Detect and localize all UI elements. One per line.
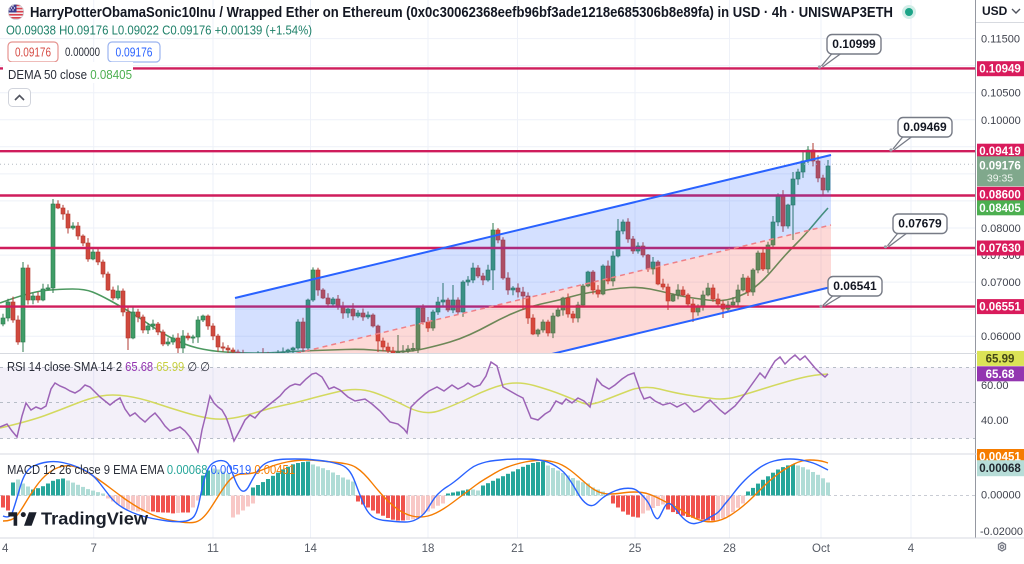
svg-text:0.11500: 0.11500 — [981, 34, 1020, 46]
svg-text:RSI 14 close SMA 14 2 65.68 65: RSI 14 close SMA 14 2 65.68 65.99 ∅ ∅ — [7, 360, 210, 374]
svg-text:40.00: 40.00 — [981, 415, 1009, 427]
svg-text:0.07679: 0.07679 — [898, 217, 942, 231]
svg-text:0.10500: 0.10500 — [981, 88, 1021, 100]
svg-text:65.68: 65.68 — [986, 369, 1015, 381]
svg-text:4: 4 — [908, 543, 915, 555]
svg-text:MACD 12 26 close 9 EMA EMA 0.0: MACD 12 26 close 9 EMA EMA 0.00068 0.005… — [7, 463, 295, 477]
svg-text:7: 7 — [90, 543, 96, 555]
svg-text:0.08405: 0.08405 — [979, 203, 1021, 215]
svg-text:0.06541: 0.06541 — [833, 279, 877, 293]
svg-text:O0.09038 H0.09176 L0.09022 C0.: O0.09038 H0.09176 L0.09022 C0.09176 +0.0… — [6, 23, 312, 38]
svg-text:0.10000: 0.10000 — [981, 115, 1021, 127]
svg-text:0.00000: 0.00000 — [65, 45, 100, 59]
svg-text:65.99: 65.99 — [986, 353, 1015, 365]
svg-text:39:35: 39:35 — [987, 173, 1013, 185]
svg-text:0.10949: 0.10949 — [979, 64, 1021, 76]
svg-text:Oct: Oct — [812, 543, 831, 555]
svg-text:28: 28 — [723, 543, 736, 555]
svg-text:25: 25 — [629, 543, 642, 555]
svg-text:11: 11 — [207, 543, 219, 555]
svg-text:0.06000: 0.06000 — [981, 331, 1021, 343]
svg-text:0.09176: 0.09176 — [979, 161, 1021, 173]
svg-text:USD: USD — [982, 4, 1008, 18]
svg-text:60.00: 60.00 — [981, 380, 1009, 392]
svg-text:HarryPotterObamaSonic10Inu / W: HarryPotterObamaSonic10Inu / Wrapped Eth… — [30, 5, 893, 21]
svg-text:TradingView: TradingView — [41, 509, 148, 529]
svg-text:DEMA 50 close 0.08405: DEMA 50 close 0.08405 — [8, 68, 132, 82]
svg-text:18: 18 — [422, 543, 435, 555]
svg-text:0.10999: 0.10999 — [832, 37, 876, 51]
svg-text:0.09176: 0.09176 — [15, 46, 51, 60]
svg-text:0.09176: 0.09176 — [116, 46, 153, 60]
svg-text:0.06551: 0.06551 — [979, 302, 1021, 314]
svg-text:4: 4 — [2, 543, 9, 555]
svg-text:14: 14 — [304, 543, 317, 555]
svg-text:21: 21 — [511, 543, 524, 555]
svg-text:0.09419: 0.09419 — [979, 146, 1021, 158]
svg-text:0.07630: 0.07630 — [979, 243, 1021, 255]
svg-text:0.00068: 0.00068 — [979, 463, 1021, 475]
svg-text:0.00000: 0.00000 — [981, 489, 1021, 501]
svg-text:0.07000: 0.07000 — [981, 277, 1021, 289]
svg-text:0.08000: 0.08000 — [981, 223, 1021, 235]
svg-text:0.08600: 0.08600 — [979, 189, 1021, 201]
svg-text:0.09469: 0.09469 — [903, 120, 947, 134]
svg-text:-0.02000: -0.02000 — [980, 526, 1023, 538]
